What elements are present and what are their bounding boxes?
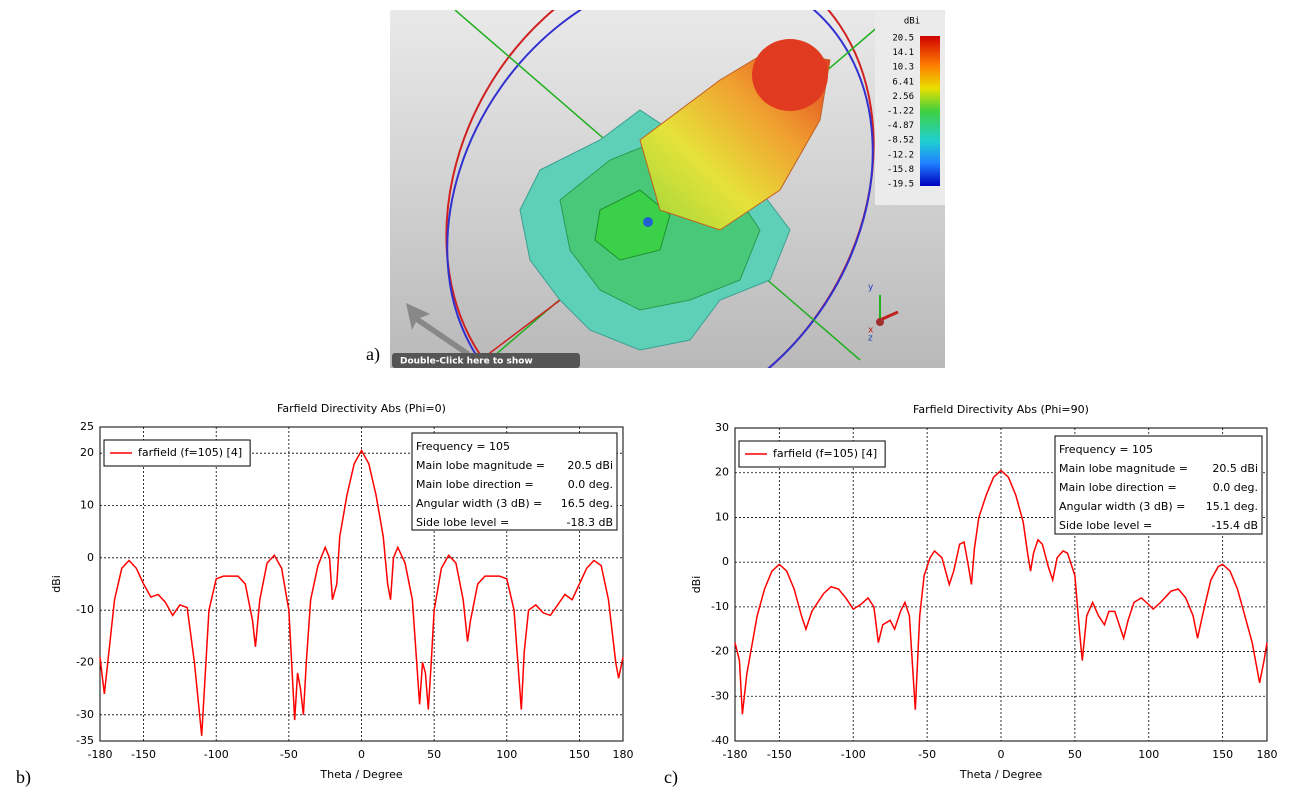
y-tick-label: 25 xyxy=(80,420,94,433)
y-tick-label: 30 xyxy=(715,421,729,434)
x-tick-label: 180 xyxy=(613,748,634,761)
colorbar-tick-label: 20.5 xyxy=(892,34,914,44)
colorbar-tick-label: -8.52 xyxy=(887,136,914,146)
y-tick-label: -40 xyxy=(711,734,729,747)
panel-label: b) xyxy=(16,767,31,788)
info-text: -18.3 dB xyxy=(567,516,614,529)
info-text: Main lobe direction = xyxy=(1059,481,1177,494)
x-tick-label: -180 xyxy=(723,748,748,761)
info-text: -15.4 dB xyxy=(1212,519,1259,532)
panel-label: a) xyxy=(366,344,380,365)
y-tick-label: -10 xyxy=(711,600,729,613)
info-text: 16.5 deg. xyxy=(561,497,613,510)
figure: Double-Click here to show y x z dBi a) b… xyxy=(0,0,1289,789)
info-text: Angular width (3 dB) = xyxy=(1059,500,1185,513)
info-text: Frequency = 105 xyxy=(416,440,510,453)
chart-title: Farfield Directivity Abs (Phi=0) xyxy=(277,402,446,415)
y-tick-label: 0 xyxy=(87,551,94,564)
y-axis-label: dBi xyxy=(50,575,63,593)
x-tick-label: -50 xyxy=(918,748,936,761)
x-tick-label: 0 xyxy=(358,748,365,761)
legend: farfield (f=105) [4] xyxy=(104,440,250,466)
info-text: Main lobe magnitude = xyxy=(1059,462,1188,475)
x-tick-label: 50 xyxy=(1068,748,1082,761)
info-text: Main lobe magnitude = xyxy=(416,459,545,472)
chart-title: Farfield Directivity Abs (Phi=90) xyxy=(913,403,1089,416)
colorbar-tick-label: 6.41 xyxy=(892,77,914,87)
colorbar-tick-label: -1.22 xyxy=(887,107,914,117)
info-text: 0.0 deg. xyxy=(568,478,613,491)
banner-text: Double-Click here to show xyxy=(400,357,533,367)
x-tick-label: 150 xyxy=(569,748,590,761)
info-text: Angular width (3 dB) = xyxy=(416,497,542,510)
info-text: 20.5 dBi xyxy=(1212,462,1258,475)
colorbar-tick-label: -15.8 xyxy=(887,165,914,175)
x-axis-label: Theta / Degree xyxy=(319,768,402,781)
info-text: Side lobe level = xyxy=(416,516,509,529)
x-tick-label: -100 xyxy=(841,748,866,761)
x-tick-label: -180 xyxy=(88,748,113,761)
triad-label: z xyxy=(868,334,873,344)
legend-label: farfield (f=105) [4] xyxy=(773,447,877,460)
y-tick-label: -10 xyxy=(76,603,94,616)
y-tick-label: 20 xyxy=(80,446,94,459)
info-text: Side lobe level = xyxy=(1059,519,1152,532)
colorbar-title: dBi xyxy=(904,17,920,27)
legend: farfield (f=105) [4] xyxy=(739,441,885,467)
y-tick-label: -30 xyxy=(711,689,729,702)
x-tick-label: -50 xyxy=(280,748,298,761)
y-tick-label: 20 xyxy=(715,466,729,479)
colorbar-tick-label: -4.87 xyxy=(887,121,914,131)
y-tick-label: 10 xyxy=(715,510,729,523)
y-tick-label: 10 xyxy=(80,499,94,512)
colorbar-tick-label: 10.3 xyxy=(892,63,914,73)
null-spot xyxy=(643,217,653,227)
info-text: 0.0 deg. xyxy=(1213,481,1258,494)
colorbar xyxy=(920,36,940,186)
x-tick-label: 0 xyxy=(998,748,1005,761)
colorbar-tick-label: -12.2 xyxy=(887,150,914,160)
triad-origin xyxy=(876,318,884,326)
y-tick-label: 0 xyxy=(722,555,729,568)
x-tick-label: 50 xyxy=(427,748,441,761)
triad-label: y xyxy=(868,283,874,293)
legend-label: farfield (f=105) [4] xyxy=(138,446,242,459)
x-tick-label: -150 xyxy=(767,748,792,761)
info-text: Frequency = 105 xyxy=(1059,443,1153,456)
x-tick-label: 180 xyxy=(1257,748,1278,761)
y-tick-label: -20 xyxy=(711,645,729,658)
x-tick-label: -100 xyxy=(204,748,229,761)
x-tick-label: 100 xyxy=(1138,748,1159,761)
x-tick-label: 100 xyxy=(496,748,517,761)
panel-label: c) xyxy=(664,767,678,788)
colorbar-tick-label: 14.1 xyxy=(892,48,914,58)
x-tick-label: 150 xyxy=(1212,748,1233,761)
x-tick-label: -150 xyxy=(131,748,156,761)
y-tick-label: -20 xyxy=(76,656,94,669)
y-axis-label: dBi xyxy=(690,576,703,594)
info-text: 20.5 dBi xyxy=(567,459,613,472)
colorbar-tick-label: 2.56 xyxy=(892,92,914,102)
main-lobe-tip xyxy=(752,39,828,111)
info-text: 15.1 deg. xyxy=(1206,500,1258,513)
colorbar-tick-label: -19.5 xyxy=(887,180,914,190)
info-text: Main lobe direction = xyxy=(416,478,534,491)
y-tick-label: -30 xyxy=(76,708,94,721)
x-axis-label: Theta / Degree xyxy=(959,768,1042,781)
y-tick-label: -35 xyxy=(76,734,94,747)
